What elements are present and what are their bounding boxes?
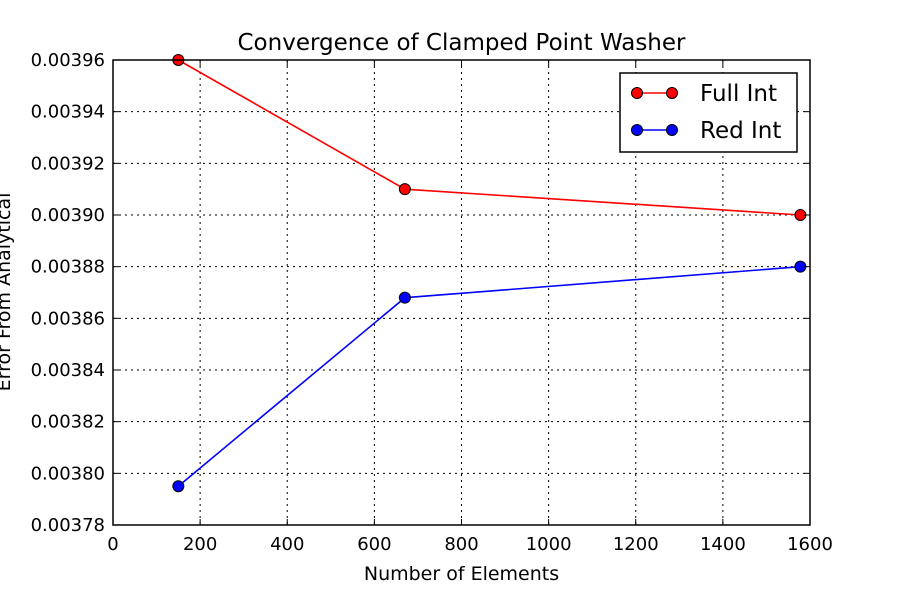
y-tick-label: 0.00390 <box>31 205 105 226</box>
x-axis-label: Number of Elements <box>364 563 559 585</box>
series-line-red-int <box>177 265 801 487</box>
data-point-red-int <box>398 291 411 304</box>
legend-box <box>619 72 798 153</box>
x-tick-label: 1200 <box>613 534 659 555</box>
x-tick-label: 200 <box>183 534 217 555</box>
legend-marker-full-int <box>631 87 643 99</box>
x-tick-label: 800 <box>444 534 478 555</box>
y-tick-label: 0.00380 <box>31 463 105 484</box>
x-tick-label: 0 <box>107 534 118 555</box>
y-tick-label: 0.00388 <box>31 257 105 278</box>
legend: Full Int Red Int <box>619 72 798 153</box>
axis-ticks: 0 200 400 600 800 1000 1200 1400 1600 0.00378 0.00… <box>31 50 833 555</box>
legend-marker-red-int <box>631 124 643 136</box>
x-tick-label: 400 <box>270 534 304 555</box>
y-tick-label: 0.00392 <box>31 153 105 174</box>
series-layer <box>172 54 807 493</box>
grid <box>113 60 810 525</box>
y-tick-label: 0.00386 <box>31 308 105 329</box>
y-tick-label: 0.00396 <box>31 50 105 71</box>
chart-title: Convergence of Clamped Point Washer <box>238 30 687 56</box>
y-axis-label: Error From Analytical <box>0 193 15 392</box>
legend-marker-red-int <box>666 124 678 136</box>
data-point-red-int <box>172 480 185 493</box>
legend-label-red-int: Red Int <box>700 118 781 144</box>
data-point-full-int <box>398 183 411 196</box>
y-tick-label: 0.00384 <box>31 360 105 381</box>
legend-label-full-int: Full Int <box>700 81 777 107</box>
y-tick-label: 0.00394 <box>31 102 105 123</box>
x-tick-label: 1400 <box>700 534 746 555</box>
x-tick-label: 1000 <box>526 534 572 555</box>
x-tick-label: 1600 <box>787 534 833 555</box>
y-tick-label: 0.00382 <box>31 412 105 433</box>
y-tick-label: 0.00378 <box>31 515 105 536</box>
legend-marker-full-int <box>666 87 678 99</box>
x-tick-label: 600 <box>357 534 391 555</box>
